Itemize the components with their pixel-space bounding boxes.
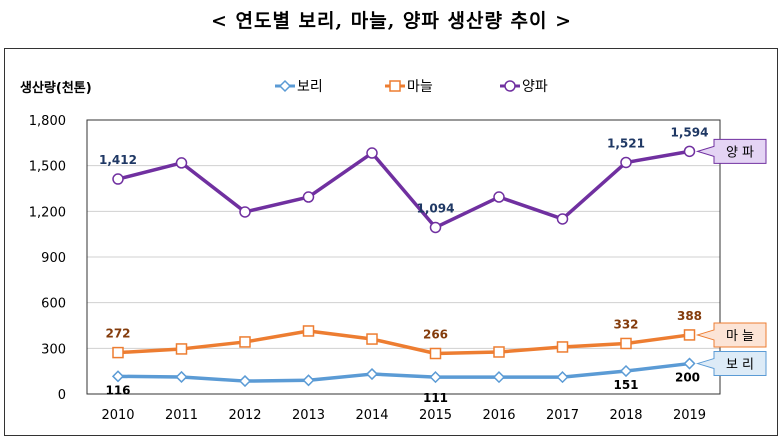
x-tick-label: 2011 — [165, 408, 198, 423]
x-tick-label: 2013 — [292, 408, 325, 423]
series-line-마늘 — [117, 329, 690, 356]
x-tick-label: 2012 — [228, 408, 261, 423]
data-point — [683, 145, 696, 158]
callout-box — [695, 322, 767, 348]
data-point — [619, 364, 633, 378]
data-label: 116 — [105, 383, 130, 397]
data-point — [493, 346, 505, 358]
y-tick-label: 600 — [41, 297, 66, 312]
x-tick-label: 2015 — [419, 408, 452, 423]
x-tick-label: 2016 — [482, 408, 515, 423]
legend-marker — [389, 80, 401, 92]
data-point — [493, 191, 505, 203]
data-point — [302, 325, 315, 337]
data-label: 272 — [105, 327, 130, 341]
data-point — [239, 336, 251, 348]
data-point — [429, 221, 442, 234]
data-point — [492, 371, 506, 384]
series-line-양파 — [117, 149, 690, 230]
data-point — [429, 371, 442, 384]
data-point — [112, 173, 124, 185]
callout-label: 양 파 — [726, 145, 754, 160]
legend-label: 보리 — [297, 79, 323, 95]
data-label: 1,412 — [99, 153, 137, 167]
legend-label: 마늘 — [407, 79, 433, 95]
callout-label: 보 리 — [726, 358, 754, 373]
y-tick-label: 1,500 — [29, 160, 66, 175]
chart-title: < 연도별 보리, 마늘, 양파 생산량 추이 > — [210, 10, 573, 32]
data-point — [175, 370, 188, 384]
data-label: 111 — [423, 391, 448, 405]
data-point — [683, 329, 696, 341]
data-label: 1,521 — [607, 136, 645, 150]
data-point — [365, 367, 379, 381]
x-tick-label: 2017 — [546, 408, 579, 423]
y-tick-label: 1,200 — [29, 205, 66, 220]
chart-frame — [4, 48, 778, 436]
y-tick-label: 1,800 — [29, 114, 66, 129]
y-axis-label: 생산량(천톤) — [20, 80, 92, 96]
data-point — [429, 347, 442, 360]
callout-box — [695, 138, 767, 164]
data-point — [302, 191, 315, 203]
data-label: 1,094 — [417, 201, 455, 215]
data-point — [175, 343, 188, 355]
legend-label: 양파 — [522, 79, 548, 95]
y-tick-label: 900 — [41, 251, 66, 266]
callout-label: 마 늘 — [726, 329, 754, 344]
data-point — [620, 156, 632, 169]
callout-box — [695, 351, 767, 377]
series-line-보리 — [117, 361, 690, 383]
plot-area — [86, 119, 721, 395]
y-tick-label: 0 — [58, 388, 66, 403]
data-point — [239, 206, 251, 218]
data-point — [366, 333, 378, 345]
y-tick-label: 300 — [41, 342, 66, 357]
data-label: 332 — [613, 317, 638, 331]
x-tick-label: 2019 — [673, 408, 706, 423]
x-tick-label: 2014 — [355, 408, 388, 423]
x-tick-label: 2018 — [609, 408, 642, 423]
data-label: 1,594 — [671, 125, 709, 139]
data-point — [683, 357, 696, 370]
data-point — [556, 341, 569, 353]
legend-marker — [504, 80, 516, 92]
data-point — [112, 346, 124, 359]
data-point — [238, 375, 252, 388]
x-tick-label: 2010 — [101, 408, 134, 423]
data-point — [175, 157, 188, 169]
data-label: 151 — [613, 378, 638, 392]
data-label: 388 — [677, 309, 702, 323]
data-point — [556, 213, 569, 225]
data-point — [556, 371, 569, 384]
data-point — [302, 374, 315, 387]
legend-marker — [278, 79, 292, 93]
data-label: 200 — [675, 371, 700, 385]
data-label: 266 — [423, 328, 448, 342]
data-point — [111, 370, 125, 383]
data-point — [620, 337, 632, 350]
data-point — [366, 147, 378, 159]
